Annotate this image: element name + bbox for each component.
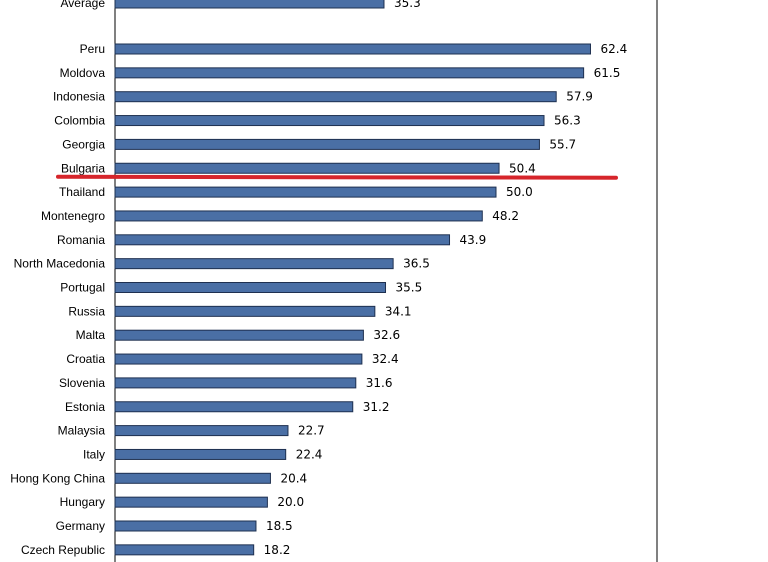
value-label-montenegro: 48.2 bbox=[492, 209, 519, 223]
bar-bulgaria bbox=[114, 162, 500, 174]
category-label-malaysia: Malaysia bbox=[58, 424, 106, 438]
value-label-romania: 43.9 bbox=[460, 233, 487, 247]
category-label-hungary: Hungary bbox=[60, 495, 105, 509]
category-label-czech-republic: Czech Republic bbox=[21, 543, 105, 557]
category-label-average: Average bbox=[61, 0, 106, 10]
value-label-bulgaria: 50.4 bbox=[509, 161, 536, 175]
category-label-north-macedonia: North Macedonia bbox=[14, 257, 106, 271]
value-label-croatia: 32.4 bbox=[372, 352, 399, 366]
value-label-moldova: 61.5 bbox=[594, 66, 621, 80]
category-label-croatia: Croatia bbox=[66, 352, 105, 366]
bar-georgia bbox=[114, 138, 540, 150]
bar-czech-republic bbox=[114, 544, 255, 556]
bar-malta bbox=[114, 329, 364, 341]
bar-germany bbox=[114, 520, 257, 532]
value-label-portugal: 35.5 bbox=[396, 281, 423, 295]
bar-montenegro bbox=[114, 210, 483, 222]
value-label-average: 35.3 bbox=[394, 0, 421, 10]
bars-layer bbox=[114, 0, 591, 556]
category-label-germany: Germany bbox=[56, 519, 105, 533]
category-label-indonesia: Indonesia bbox=[53, 90, 105, 104]
bar-russia bbox=[114, 305, 376, 317]
category-label-thailand: Thailand bbox=[59, 185, 105, 199]
bar-estonia bbox=[114, 401, 354, 413]
bar-italy bbox=[114, 448, 287, 460]
category-label-portugal: Portugal bbox=[60, 281, 105, 295]
bar-hong-kong-china bbox=[114, 472, 271, 484]
value-label-czech-republic: 18.2 bbox=[264, 543, 291, 557]
bar-colombia bbox=[114, 115, 545, 127]
bar-malaysia bbox=[114, 425, 289, 437]
value-label-peru: 62.4 bbox=[600, 42, 627, 56]
value-label-indonesia: 57.9 bbox=[566, 90, 593, 104]
category-label-malta: Malta bbox=[76, 328, 106, 342]
value-label-georgia: 55.7 bbox=[549, 137, 576, 151]
bar-hungary bbox=[114, 496, 268, 508]
category-label-georgia: Georgia bbox=[62, 137, 105, 151]
category-label-italy: Italy bbox=[83, 447, 105, 461]
bar-average bbox=[114, 0, 385, 9]
category-label-montenegro: Montenegro bbox=[41, 209, 105, 223]
labels-layer: Average 35.3 Peru 62.4 Moldova 61.5 Indonesia 5… bbox=[10, 0, 627, 557]
category-label-estonia: Estonia bbox=[65, 400, 105, 414]
highlight-line bbox=[56, 174, 618, 180]
category-label-peru: Peru bbox=[80, 42, 105, 56]
value-label-russia: 34.1 bbox=[385, 304, 412, 318]
category-label-russia: Russia bbox=[68, 304, 105, 318]
value-label-malta: 32.6 bbox=[373, 328, 400, 342]
bar-indonesia bbox=[114, 91, 557, 103]
category-label-colombia: Colombia bbox=[54, 114, 105, 128]
value-label-hungary: 20.0 bbox=[277, 495, 304, 509]
value-label-italy: 22.4 bbox=[296, 447, 323, 461]
value-label-germany: 18.5 bbox=[266, 519, 293, 533]
value-label-slovenia: 31.6 bbox=[366, 376, 393, 390]
bar-croatia bbox=[114, 353, 363, 365]
bar-thailand bbox=[114, 186, 497, 198]
value-label-estonia: 31.2 bbox=[363, 400, 390, 414]
category-label-moldova: Moldova bbox=[60, 66, 106, 80]
category-label-hong-kong-china: Hong Kong China bbox=[10, 471, 105, 485]
value-label-malaysia: 22.7 bbox=[298, 424, 325, 438]
bar-peru bbox=[114, 43, 591, 55]
category-label-slovenia: Slovenia bbox=[59, 376, 105, 390]
value-label-north-macedonia: 36.5 bbox=[403, 257, 430, 271]
bar-moldova bbox=[114, 67, 585, 79]
value-label-colombia: 56.3 bbox=[554, 114, 581, 128]
category-label-bulgaria: Bulgaria bbox=[61, 161, 105, 175]
bar-slovenia bbox=[114, 377, 357, 389]
bar-portugal bbox=[114, 282, 387, 293]
value-label-hong-kong-china: 20.4 bbox=[280, 471, 307, 485]
category-label-romania: Romania bbox=[57, 233, 105, 247]
bar-north-macedonia bbox=[114, 258, 394, 270]
bar-romania bbox=[114, 234, 451, 246]
value-label-thailand: 50.0 bbox=[506, 185, 533, 199]
